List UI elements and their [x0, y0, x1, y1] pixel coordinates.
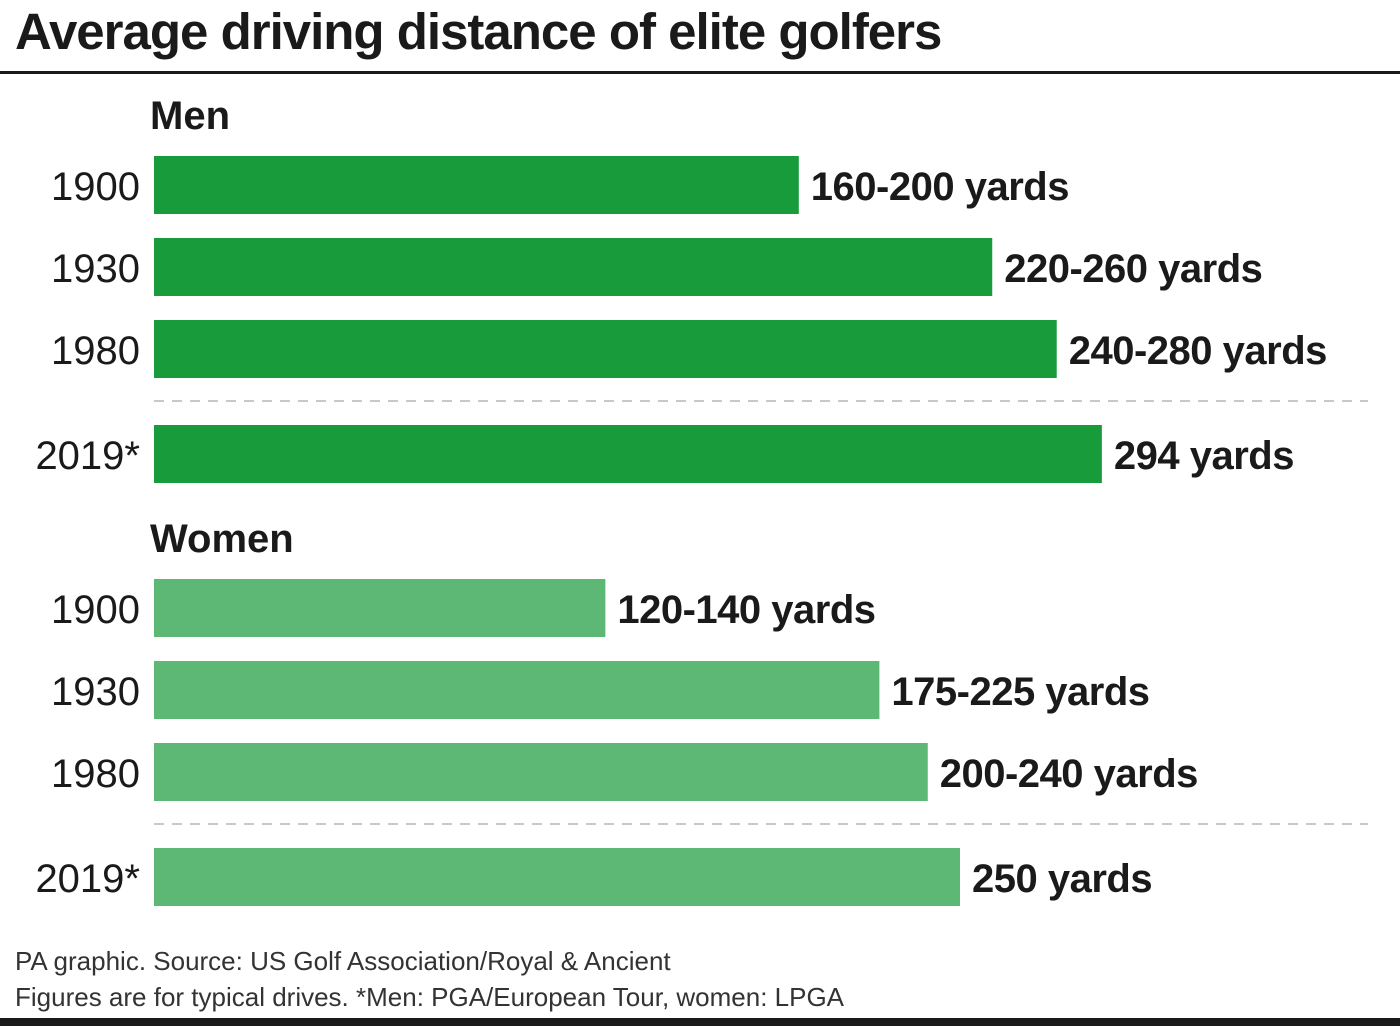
group-heading-men: Men: [150, 94, 230, 138]
category-label: 1900: [51, 588, 140, 632]
data-label: 200-240 yards: [940, 752, 1198, 796]
bar-men-1930: [154, 238, 993, 296]
category-label: 1980: [51, 329, 140, 373]
bar-women-1930: [154, 661, 880, 719]
data-label: 120-140 yards: [617, 588, 875, 632]
bar-women-1980: [154, 743, 928, 801]
chart-title: Average driving distance of elite golfer…: [15, 3, 942, 60]
source-note: PA graphic. Source: US Golf Association/…: [15, 946, 671, 976]
data-label: 294 yards: [1114, 434, 1294, 478]
bar-men-1900: [154, 156, 799, 214]
category-label: 2019*: [35, 434, 140, 478]
data-label: 160-200 yards: [811, 165, 1069, 209]
data-label: 175-225 yards: [891, 670, 1149, 714]
category-label: 1980: [51, 752, 140, 796]
category-label: 1930: [51, 670, 140, 714]
data-label: 220-260 yards: [1004, 247, 1262, 291]
figures-note: Figures are for typical drives. *Men: PG…: [15, 982, 845, 1012]
data-label: 240-280 yards: [1069, 329, 1327, 373]
bar-women-1900: [154, 579, 606, 637]
data-label: 250 yards: [972, 857, 1152, 901]
category-label: 1900: [51, 165, 140, 209]
group-heading-women: Women: [150, 517, 294, 561]
bar-women-2019: [154, 848, 960, 906]
category-label: 1930: [51, 247, 140, 291]
category-label: 2019*: [35, 857, 140, 901]
title-divider: [0, 71, 1400, 74]
bar-men-2019: [154, 425, 1102, 483]
bar-men-1980: [154, 320, 1057, 378]
bottom-bar: [0, 1018, 1400, 1026]
